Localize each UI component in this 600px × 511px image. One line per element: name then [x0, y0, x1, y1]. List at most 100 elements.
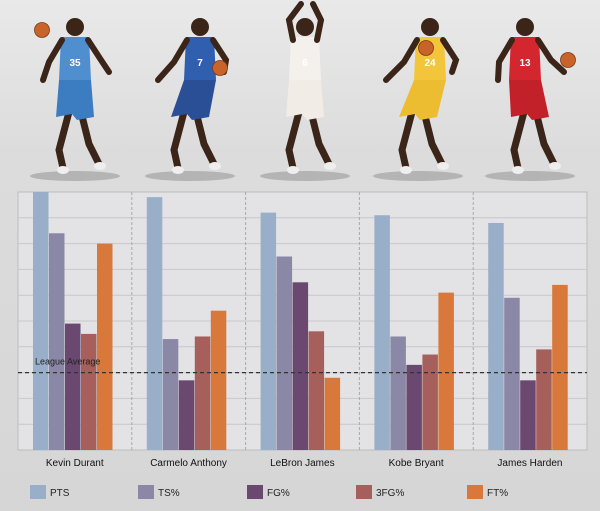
player-shoe — [437, 162, 449, 170]
player-arm — [285, 1, 304, 43]
bar-kobe-bryant-3fg — [422, 354, 438, 450]
bar-kevin-durant-ts — [49, 233, 65, 450]
player-leg — [192, 108, 218, 168]
bar-kevin-durant-3fg — [81, 333, 97, 450]
player-jersey-number: 24 — [424, 58, 436, 69]
bar-lebron-james-fg — [292, 282, 309, 450]
legend-swatch-pts — [30, 485, 46, 499]
player-lebron-james: 6 — [260, 1, 350, 181]
player-leg — [420, 108, 446, 168]
player-jersey-number: 13 — [519, 58, 531, 69]
player-shorts — [171, 80, 216, 120]
player-images: 35 7 6 24 13 — [30, 1, 576, 181]
legend-label-pts: PTS — [50, 488, 70, 499]
player-head — [66, 18, 84, 36]
player-head — [191, 18, 209, 36]
player-arm — [440, 37, 460, 75]
bar-james-harden-ts — [504, 297, 520, 450]
player-arm — [155, 37, 190, 83]
legend-label-3fg: 3FG% — [376, 488, 404, 499]
bar-lebron-james-3fg — [308, 331, 325, 450]
player-arm — [535, 37, 567, 75]
player-head — [296, 18, 314, 36]
player-arm — [40, 37, 65, 83]
player-shadow — [485, 171, 575, 181]
bar-kobe-bryant-ts — [390, 336, 406, 450]
bar-kevin-durant-fg — [65, 323, 81, 450]
player-leg — [398, 108, 416, 172]
player-shoe — [172, 166, 184, 174]
player-carmelo-anthony: 7 — [145, 18, 235, 181]
player-arm — [495, 37, 515, 83]
bar-james-harden-ft — [552, 284, 568, 450]
player-shadow — [145, 171, 235, 181]
x-tick-label: James Harden — [497, 458, 562, 469]
player-shoe — [209, 162, 221, 170]
player-leg — [532, 108, 558, 168]
player-shoe — [287, 166, 299, 174]
bar-kevin-durant-pts — [33, 192, 49, 450]
legend-label-fg: FG% — [267, 488, 290, 499]
player-leg — [77, 108, 103, 168]
legend-label-ts: TS% — [158, 488, 180, 499]
legend-swatch-ts — [138, 485, 154, 499]
player-shoe — [324, 162, 336, 170]
bar-james-harden-pts — [488, 222, 504, 450]
player-jersey — [59, 37, 91, 80]
player-shoe — [94, 162, 106, 170]
bar-lebron-james-pts — [260, 212, 277, 450]
player-shadow — [30, 171, 120, 181]
player-leg — [170, 108, 188, 172]
player-arm — [310, 1, 325, 43]
player-jersey — [509, 37, 541, 80]
legend-swatch-fg — [247, 485, 263, 499]
bar-lebron-james-ts — [276, 256, 293, 450]
player-leg — [55, 108, 73, 172]
player-leg — [285, 108, 303, 172]
player-kobe-bryant: 24 — [373, 18, 463, 181]
player-arm — [383, 37, 420, 83]
player-shadow — [373, 171, 463, 181]
player-jersey — [289, 37, 321, 80]
player-head — [516, 18, 534, 36]
player-jersey-number: 7 — [197, 58, 203, 69]
basketball-icon — [212, 60, 228, 76]
player-leg — [510, 108, 528, 172]
legend-swatch-3fg — [356, 485, 372, 499]
league-average-label: League Average — [35, 357, 100, 367]
basketball-icon — [560, 52, 576, 68]
player-kevin-durant: 35 — [30, 18, 120, 181]
x-tick-label: Kobe Bryant — [389, 458, 444, 469]
legend-label-ft: FT% — [487, 488, 508, 499]
player-shorts — [509, 80, 549, 120]
legend-swatch-ft — [467, 485, 483, 499]
player-arm — [85, 37, 112, 75]
bar-kobe-bryant-ft — [438, 292, 454, 450]
bar-kobe-bryant-pts — [374, 215, 390, 450]
x-tick-label: Carmelo Anthony — [150, 458, 227, 469]
player-shorts — [286, 80, 324, 120]
bar-carmelo-anthony-3fg — [194, 336, 211, 450]
player-jersey-number: 35 — [69, 58, 81, 69]
player-shoe — [400, 166, 412, 174]
player-shorts — [56, 80, 94, 120]
bar-kevin-durant-ft — [97, 243, 113, 450]
basketball-icon — [418, 40, 434, 56]
player-james-harden: 13 — [485, 18, 576, 181]
player-shadow — [260, 171, 350, 181]
x-tick-label: LeBron James — [270, 458, 334, 469]
basketball-icon — [34, 22, 50, 38]
bar-carmelo-anthony-fg — [178, 380, 195, 450]
player-shorts — [399, 80, 446, 120]
player-shoe — [512, 166, 524, 174]
bar-james-harden-3fg — [536, 349, 552, 450]
player-head — [421, 18, 439, 36]
bar-carmelo-anthony-ts — [162, 339, 179, 450]
player-shoe — [57, 166, 69, 174]
bar-kobe-bryant-fg — [406, 364, 422, 450]
bar-lebron-james-ft — [324, 377, 341, 450]
bar-chart: Kevin Durant Carmelo Anthony LeBron James K… — [17, 191, 588, 499]
player-jersey — [184, 37, 216, 80]
bar-james-harden-fg — [520, 380, 536, 450]
player-jersey-number: 6 — [302, 58, 308, 69]
